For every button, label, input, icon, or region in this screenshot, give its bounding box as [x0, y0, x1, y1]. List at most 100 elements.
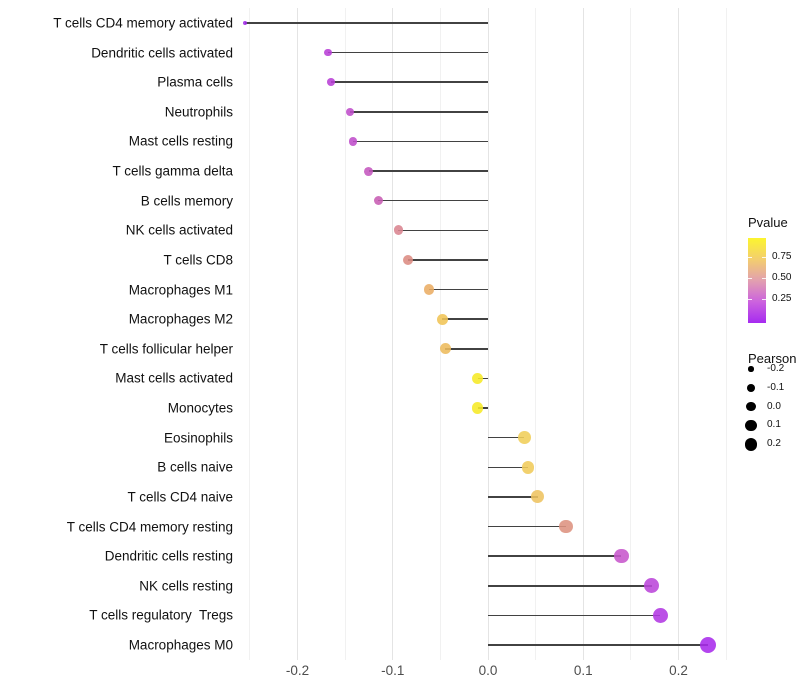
- y-axis-label: T cells CD4 memory activated: [53, 15, 233, 31]
- y-axis-label: B cells naive: [157, 459, 233, 475]
- lollipop-stem: [442, 318, 488, 320]
- data-point: [652, 607, 668, 623]
- x-axis-tick-label: -0.1: [381, 663, 405, 678]
- data-point: [373, 196, 384, 206]
- pearson-legend-title: Pearson: [748, 351, 797, 366]
- gridline-minor: [249, 8, 251, 660]
- pvalue-tick-mark: [748, 257, 752, 259]
- pearson-key-dot: [746, 401, 756, 412]
- y-axis-label: Dendritic cells resting: [104, 548, 233, 564]
- lollipop-stem: [428, 288, 488, 291]
- lollipop-stem: [378, 199, 488, 202]
- y-axis-label: T cells CD4 naive: [127, 489, 233, 505]
- data-point: [471, 372, 484, 385]
- pvalue-tick-label: 0.25: [772, 293, 792, 305]
- pearson-key-label: -0.2: [767, 363, 785, 374]
- x-axis-tick-label: -0.2: [285, 663, 310, 678]
- data-point: [348, 137, 357, 146]
- gridline-minor: [630, 8, 632, 660]
- lollipop-stem: [488, 585, 652, 587]
- y-axis-label: Macrophages M0: [128, 637, 233, 653]
- data-point: [326, 78, 335, 87]
- y-axis-label: T cells follicular helper: [99, 341, 233, 357]
- lollipop-stem: [352, 140, 488, 143]
- y-axis-label: NK cells resting: [139, 578, 233, 594]
- x-axis-tick-label: 0.0: [478, 663, 498, 678]
- data-point: [614, 548, 629, 564]
- lollipop-stem: [488, 614, 661, 617]
- pearson-key-dot: [748, 366, 754, 372]
- x-axis-tick-label: 0.2: [669, 663, 688, 678]
- pvalue-tick-mark: [762, 257, 766, 259]
- pvalue-colorbar: [748, 238, 766, 323]
- y-axis-label: Dendritic cells activated: [91, 44, 233, 60]
- pvalue-tick-mark: [762, 299, 766, 301]
- y-axis-label: T cells gamma delta: [112, 163, 233, 179]
- pearson-key-label: 0.0: [767, 400, 781, 412]
- pearson-key-label: 0.1: [767, 419, 781, 431]
- gridline-minor: [344, 8, 346, 660]
- data-point: [324, 48, 332, 57]
- lollipop-stem: [398, 229, 488, 232]
- data-point: [423, 284, 435, 295]
- lollipop-stem: [488, 555, 622, 557]
- pvalue-tick-mark: [762, 277, 766, 279]
- y-axis-label: Eosinophils: [163, 429, 233, 445]
- data-point: [471, 402, 484, 414]
- pearson-key-label: -0.1: [767, 381, 785, 393]
- pvalue-tick-label: 0.75: [772, 251, 792, 263]
- y-axis-label: Mast cells activated: [115, 370, 233, 386]
- lollipop-stem: [407, 259, 488, 261]
- data-point: [531, 490, 544, 504]
- y-axis-label: Macrophages M1: [128, 281, 233, 297]
- data-point: [521, 460, 535, 474]
- pvalue-legend-title: Pvalue: [748, 215, 788, 230]
- gridline-major: [297, 8, 298, 660]
- x-axis-tick-label: 0.1: [573, 663, 593, 678]
- gridline-minor: [439, 8, 441, 660]
- lollipop-stem: [330, 81, 488, 83]
- data-point: [700, 637, 717, 654]
- pvalue-tick-mark: [748, 277, 752, 279]
- lollipop-stem: [488, 496, 538, 498]
- pvalue-tick-mark: [748, 299, 752, 301]
- y-axis-label: B cells memory: [140, 192, 233, 208]
- lollipop-stem: [488, 466, 528, 469]
- data-point: [393, 225, 404, 236]
- data-point: [345, 107, 355, 117]
- pearson-key-dot: [745, 419, 757, 432]
- y-axis-label: Monocytes: [167, 400, 233, 416]
- lollipop-stem: [488, 436, 525, 439]
- data-point: [243, 21, 248, 25]
- gridline-major: [678, 8, 679, 660]
- pearson-key-dot: [747, 383, 755, 392]
- y-axis-label: T cells CD4 memory resting: [66, 518, 233, 534]
- data-point: [364, 166, 374, 176]
- pearson-key-dot: [744, 437, 758, 451]
- gridline-major: [392, 8, 394, 660]
- gridline-minor: [535, 8, 537, 660]
- pvalue-tick-label: 0.50: [772, 271, 792, 283]
- data-point: [436, 313, 448, 325]
- lollipop-stem: [327, 51, 488, 54]
- data-point: [559, 519, 573, 534]
- y-axis-label: Neutrophils: [164, 104, 233, 120]
- y-axis-label: Plasma cells: [157, 74, 233, 90]
- y-axis-label: Mast cells resting: [128, 133, 233, 149]
- lollipop-stem: [488, 525, 567, 528]
- gridline-major: [582, 8, 584, 660]
- data-point: [402, 254, 413, 265]
- data-point: [644, 578, 660, 594]
- lollipop-stem: [349, 111, 488, 113]
- y-axis-label: NK cells activated: [125, 222, 233, 238]
- y-axis-label: Macrophages M2: [128, 311, 233, 327]
- data-point: [517, 431, 531, 444]
- lollipop-stem: [445, 348, 488, 350]
- lollipop-stem: [245, 22, 488, 24]
- data-point: [439, 343, 451, 355]
- gridline-minor: [725, 8, 727, 660]
- lollipop-stem: [368, 170, 488, 172]
- lollipop-stem: [488, 644, 709, 646]
